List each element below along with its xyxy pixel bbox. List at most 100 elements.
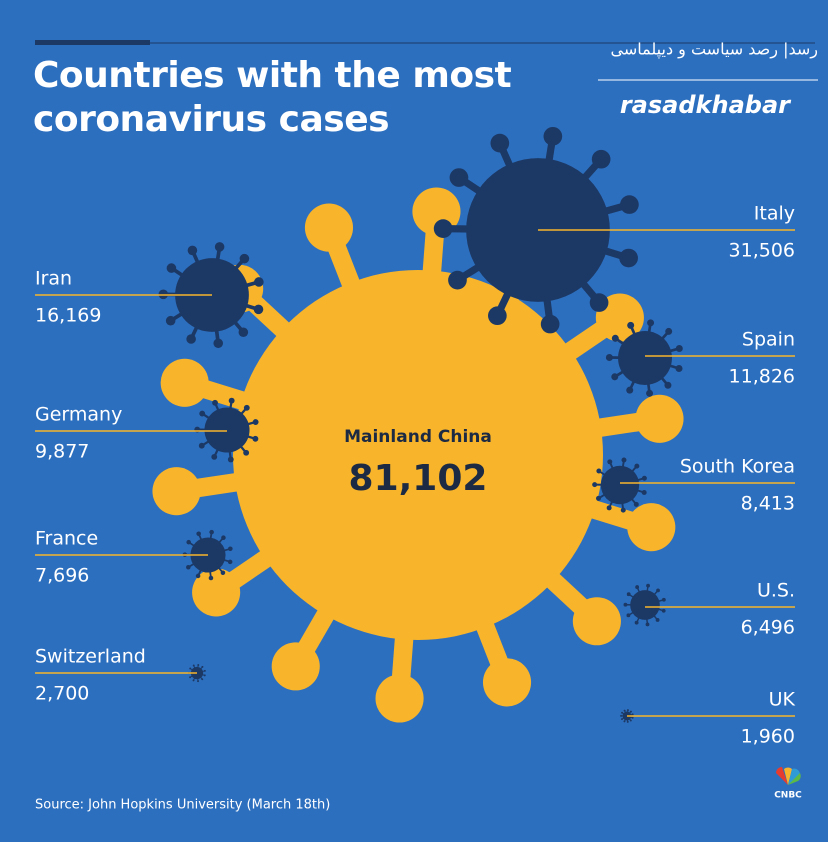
- spike-knob: [304, 203, 354, 252]
- spike-knob: [448, 270, 467, 290]
- spike-knob: [591, 149, 611, 169]
- spike-knob: [211, 453, 218, 460]
- spike-knob: [540, 314, 560, 334]
- spike-knob: [166, 263, 177, 273]
- watermark: رسد| رصد سیاست و دیپلماسی: [611, 40, 819, 60]
- spike-knob: [611, 334, 619, 342]
- category-label: South Korea: [680, 456, 795, 478]
- spike-knob: [675, 365, 683, 373]
- spike-knob: [197, 663, 200, 666]
- spike-knob: [623, 720, 626, 723]
- spike-knob: [621, 457, 627, 463]
- spike-knob: [634, 620, 639, 625]
- spike-knob: [620, 714, 623, 717]
- spike-knob: [619, 248, 638, 268]
- spike-knob: [203, 674, 206, 677]
- source: Source: John Hopkins University (March 1…: [35, 798, 330, 813]
- spike-knob: [623, 709, 626, 712]
- spike-knob: [661, 608, 666, 613]
- category-label: France: [35, 528, 98, 550]
- spike-knob: [626, 613, 631, 618]
- value-label: 8,413: [741, 493, 795, 515]
- spike-knob: [449, 168, 469, 187]
- accent-bar: [35, 40, 150, 45]
- bubble: [592, 457, 647, 513]
- spike-knob: [213, 338, 224, 349]
- spike-knob: [203, 669, 206, 672]
- category-label: Iran: [35, 268, 72, 290]
- spike-knob: [227, 456, 234, 463]
- value-label: 16,169: [35, 305, 101, 327]
- bubble: [194, 397, 259, 463]
- chart-title: Countries with the most coronavirus case…: [33, 55, 512, 140]
- virus-body: [618, 331, 672, 385]
- spike-knob: [626, 709, 629, 712]
- value-label: 1,960: [741, 726, 795, 748]
- value-label: 9,877: [35, 441, 89, 463]
- spike-knob: [627, 503, 676, 552]
- spike-knob: [186, 334, 196, 344]
- virus-body: [204, 407, 250, 453]
- spike-knob: [239, 253, 250, 264]
- spike-knob: [165, 315, 176, 326]
- spike-knob: [433, 219, 453, 238]
- spike-knob: [488, 306, 507, 326]
- virus-body: [233, 270, 603, 640]
- spike-knob: [375, 674, 424, 723]
- category-label: Switzerland: [35, 646, 146, 668]
- spike-knob: [228, 546, 233, 552]
- spike-knob: [197, 680, 200, 683]
- bubble: [623, 583, 666, 627]
- spike-knob: [620, 507, 626, 513]
- spike-knob: [543, 126, 563, 146]
- category-label: U.S.: [757, 580, 795, 602]
- spike-knob: [243, 449, 250, 456]
- value-label: 31,506: [729, 240, 795, 262]
- spike-knob: [209, 529, 214, 535]
- spike-knob: [661, 597, 666, 602]
- spike-knob: [271, 642, 320, 691]
- spike-knob: [607, 459, 613, 465]
- spike-knob: [645, 622, 650, 627]
- logo: CNBC: [774, 791, 802, 801]
- spike-knob: [189, 676, 192, 679]
- spike-knob: [192, 568, 241, 617]
- spike-knob: [243, 404, 250, 411]
- spike-knob: [627, 321, 635, 329]
- value-label: 81,102: [349, 458, 488, 499]
- category-label: Italy: [754, 203, 795, 225]
- spike-knob: [186, 539, 191, 545]
- spike-knob: [160, 358, 209, 407]
- spike-knob: [646, 583, 650, 588]
- spike-knob: [252, 435, 259, 442]
- brand: rasadkhabar: [620, 91, 792, 119]
- spike-knob: [595, 495, 601, 501]
- spike-knob: [664, 381, 672, 389]
- category-label: Spain: [742, 329, 795, 351]
- spike-knob: [647, 319, 655, 327]
- spike-knob: [198, 442, 205, 449]
- spike-knob: [221, 535, 226, 540]
- spike-knob: [490, 133, 510, 153]
- spike-knob: [605, 353, 613, 361]
- spike-knob: [620, 718, 623, 721]
- spike-knob: [635, 394, 684, 443]
- spike-knob: [192, 664, 195, 667]
- spike-knob: [195, 573, 201, 579]
- spike-knob: [629, 719, 632, 722]
- spike-knob: [220, 570, 226, 576]
- spike-knob: [633, 501, 639, 507]
- spike-knob: [641, 475, 647, 481]
- spike-knob: [626, 592, 631, 597]
- spike-knob: [621, 711, 624, 714]
- bubble: [152, 187, 684, 723]
- virus-body: [630, 590, 660, 620]
- spike-knob: [631, 713, 634, 716]
- spike-knob: [635, 585, 640, 590]
- spike-knob: [626, 720, 629, 723]
- spike-knob: [196, 531, 201, 537]
- spike-knob: [665, 327, 673, 335]
- spike-knob: [201, 678, 204, 681]
- spike-knob: [641, 489, 647, 495]
